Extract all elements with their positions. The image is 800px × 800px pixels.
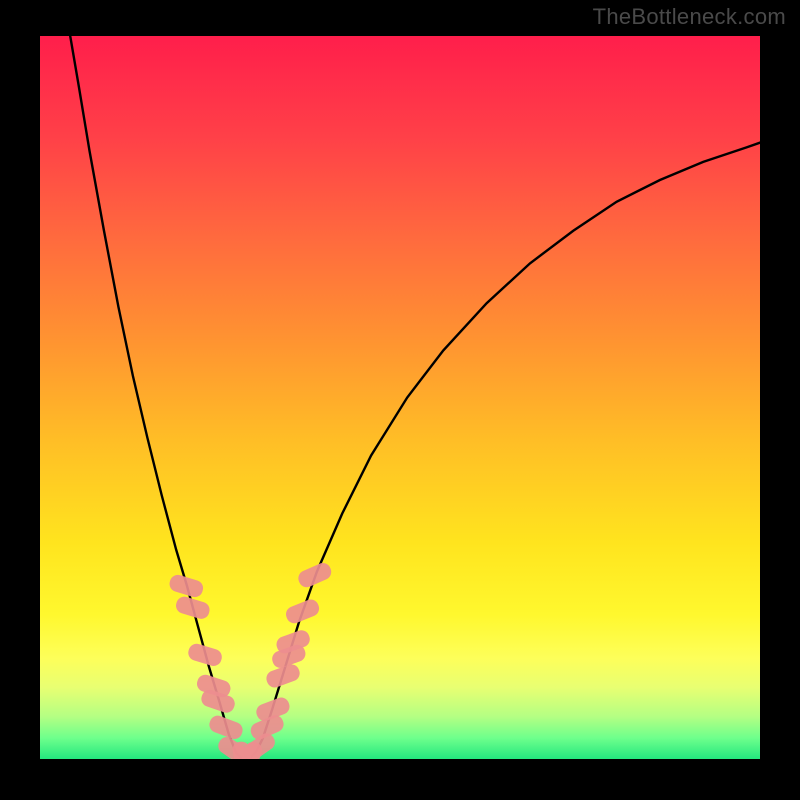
bottleneck-chart bbox=[0, 0, 800, 800]
chart-container: TheBottleneck.com bbox=[0, 0, 800, 800]
watermark-text: TheBottleneck.com bbox=[593, 4, 786, 30]
plot-background bbox=[39, 35, 761, 760]
